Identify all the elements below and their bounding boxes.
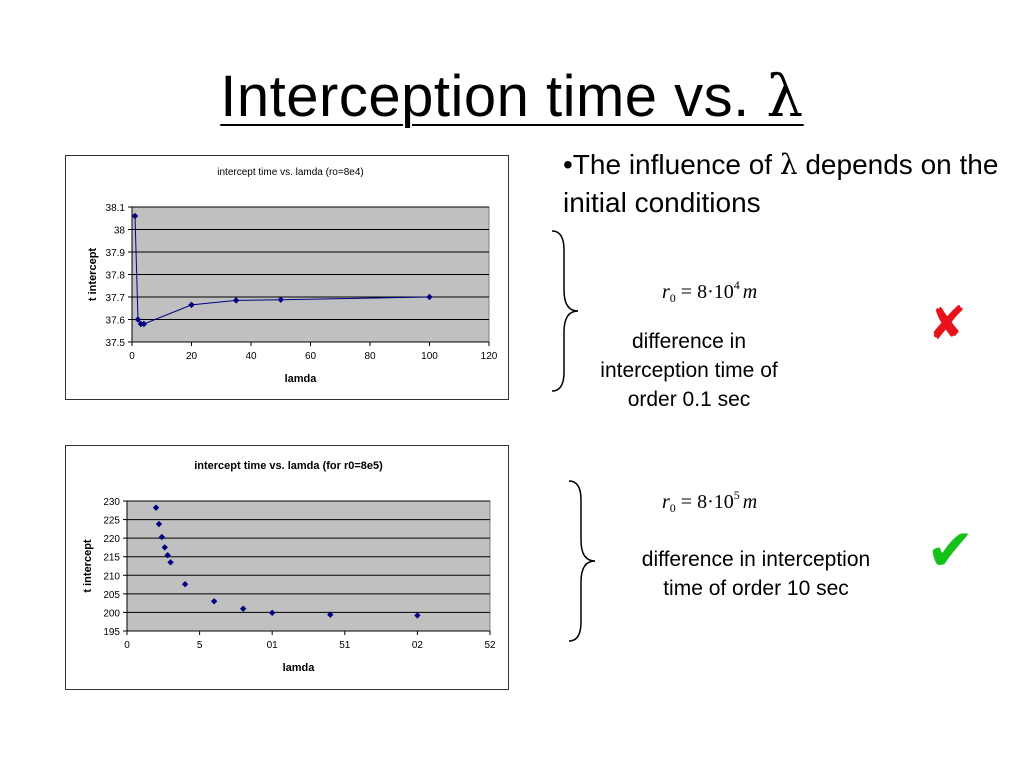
- data-point: [158, 533, 166, 541]
- y-tick-label: 38: [114, 226, 126, 237]
- x-tick-label: 02: [412, 640, 424, 651]
- y-axis-label: t intercept: [82, 539, 94, 593]
- x-tick-label: 80: [364, 351, 376, 362]
- formula-var: r: [662, 281, 670, 303]
- x-tick-label: 51: [339, 640, 351, 651]
- bullet-suffix: depends on the initial conditions: [563, 149, 999, 218]
- x-tick-label: 100: [421, 351, 438, 362]
- bullet-influence: •The influence of λ depends on the initi…: [563, 146, 1003, 222]
- data-point: [134, 316, 142, 323]
- y-tick-label: 38.1: [106, 203, 126, 214]
- lambda-symbol: λ: [766, 62, 804, 130]
- x-tick-label: 5: [197, 640, 203, 651]
- slide-title-text: Interception time vs.: [220, 64, 767, 129]
- x-tick-label: 120: [481, 351, 498, 362]
- y-tick-label: 37.6: [106, 316, 126, 327]
- data-point: [155, 520, 163, 528]
- x-tick-label: 52: [484, 640, 496, 651]
- y-tick-label: 37.8: [106, 271, 126, 282]
- note-low-r0: difference in interception time of order…: [600, 330, 778, 411]
- x-tick-label: 0: [129, 351, 135, 362]
- bullet-prefix: •The influence of: [563, 149, 780, 180]
- slide-title: Interception time vs. λ: [0, 62, 1024, 130]
- formula-eq: = 8·10: [675, 491, 734, 513]
- curly-brace-icon: [568, 480, 596, 642]
- data-point: [188, 301, 195, 309]
- data-point: [232, 297, 240, 304]
- formula-unit: m: [742, 491, 758, 513]
- x-axis-label: lamda: [285, 373, 318, 385]
- data-point: [426, 293, 433, 301]
- chart-low-r0: intercept time vs. lamda (ro=8e4) 37.5 37.…: [65, 155, 509, 400]
- formula-exp: 5: [733, 488, 740, 502]
- y-tick-label: 210: [103, 571, 120, 582]
- y-tick-label: 37.5: [106, 338, 126, 349]
- y-tick-label: 195: [103, 627, 120, 638]
- data-point: [277, 296, 284, 303]
- formula-r0-8e5: r0 = 8·105 m: [662, 488, 757, 516]
- formula-sub: 0: [669, 501, 676, 515]
- y-tick-label: 200: [103, 608, 120, 619]
- y-tick-label: 225: [103, 516, 120, 527]
- y-tick-label: 205: [103, 590, 120, 601]
- x-tick-label: 01: [267, 640, 279, 651]
- chart-high-r0-svg: intercept time vs. lamda (for r0=8e5) 195…: [82, 460, 496, 674]
- chart-title: intercept time vs. lamda (ro=8e4): [217, 167, 363, 178]
- note-high-r0: difference in interception time of order…: [641, 548, 871, 600]
- x-tick-label: 60: [305, 351, 317, 362]
- y-axis-label: t intercept: [87, 248, 99, 302]
- y-tick-label: 220: [103, 534, 120, 545]
- data-point: [140, 320, 148, 328]
- formula-exp: 4: [733, 278, 740, 292]
- cross-mark-icon: ✘: [928, 296, 967, 350]
- y-tick-label: 230: [103, 497, 120, 508]
- formula-eq: = 8·10: [675, 281, 734, 303]
- chart-high-r0: intercept time vs. lamda (for r0=8e5) 195…: [65, 445, 509, 690]
- x-axis-label: lamda: [283, 662, 316, 674]
- y-tick-label: 215: [103, 553, 120, 564]
- check-mark-icon: ✔: [926, 516, 975, 584]
- formula-sub: 0: [669, 291, 676, 305]
- x-tick-label: 40: [245, 351, 257, 362]
- curly-brace-icon: [551, 230, 579, 392]
- plot-area: [126, 500, 491, 632]
- formula-unit: m: [742, 281, 758, 303]
- y-tick-label: 37.7: [106, 293, 126, 304]
- formula-r0-8e4: r0 = 8·104 m: [662, 278, 757, 306]
- bullet-lambda-symbol: λ: [779, 148, 798, 181]
- y-tick-label: 37.9: [106, 248, 126, 259]
- x-tick-label: 20: [186, 351, 198, 362]
- x-tick-label: 0: [124, 640, 130, 651]
- chart-low-r0-svg: intercept time vs. lamda (ro=8e4) 37.5 37.…: [87, 167, 498, 385]
- data-point: [152, 504, 160, 511]
- chart-title: intercept time vs. lamda (for r0=8e5): [194, 460, 383, 472]
- formula-var: r: [662, 491, 670, 513]
